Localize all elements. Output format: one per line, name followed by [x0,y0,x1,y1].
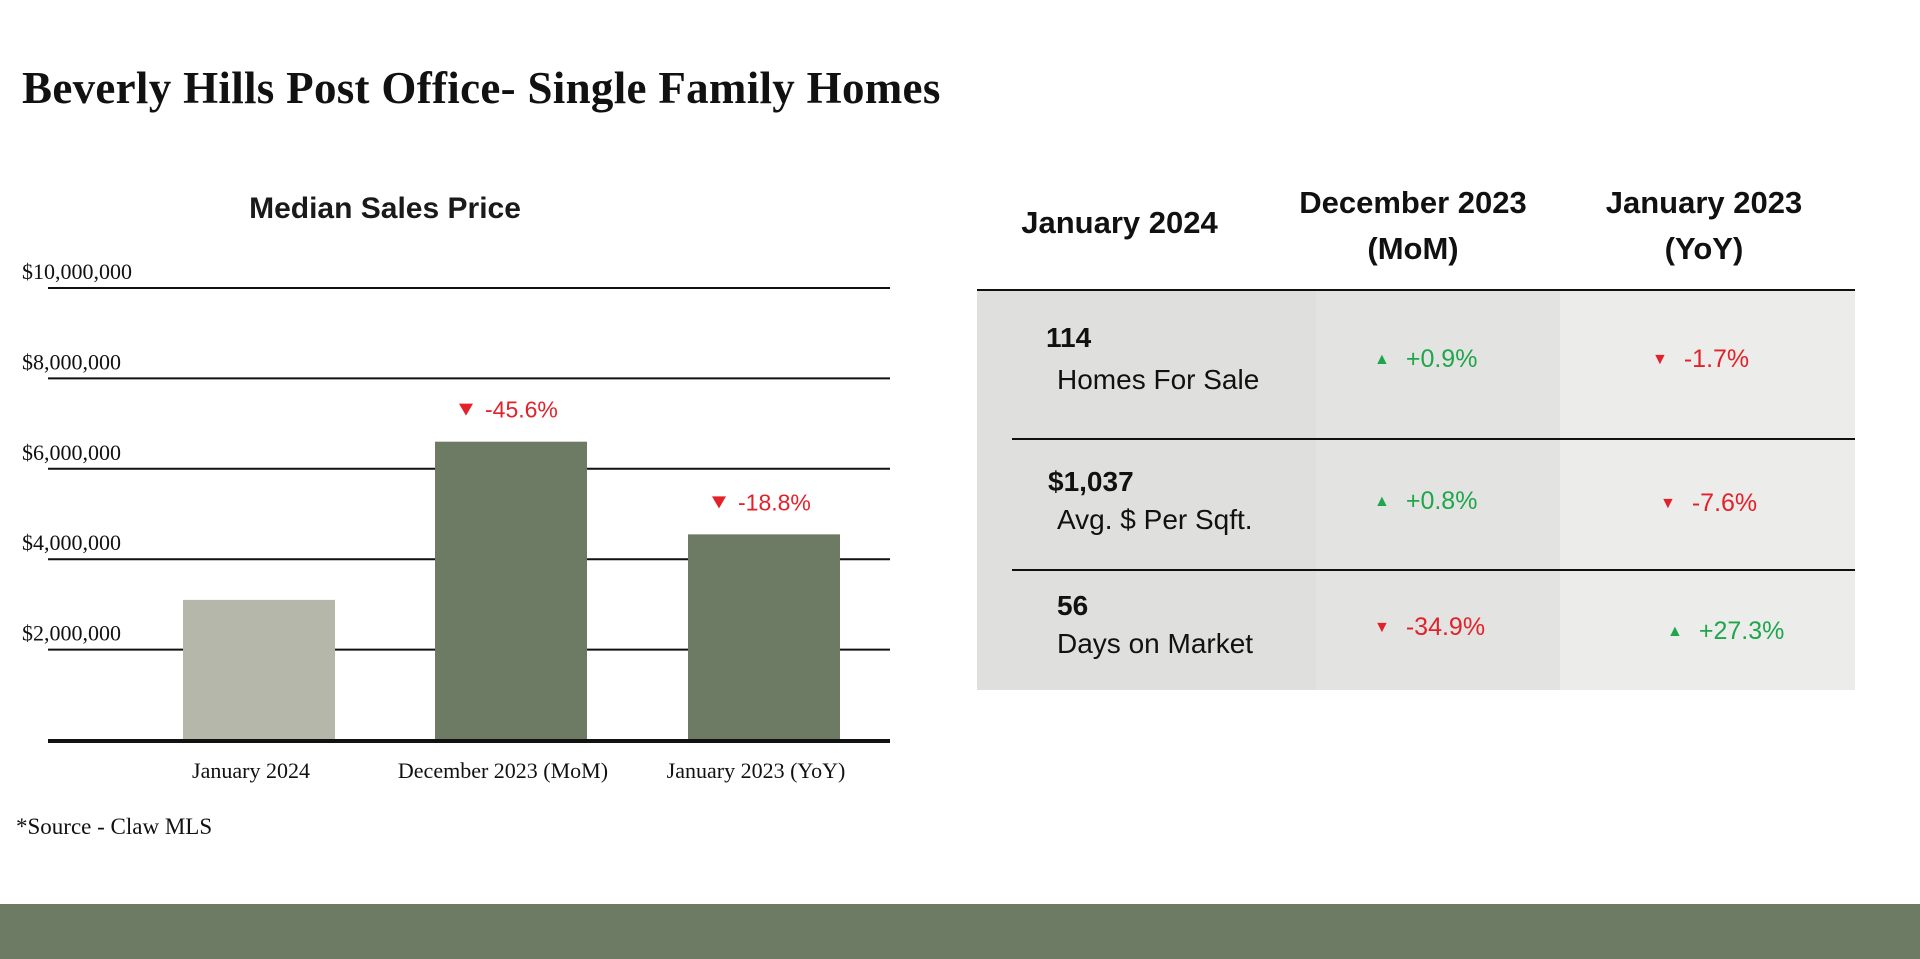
metric-value-days-on-market: 56 [1057,590,1089,621]
mom-change-avg-per-sqft: ▲ +0.8% [1374,487,1478,515]
y-tick-label: $4,000,000 [22,530,121,555]
data-label: -18.8% [738,489,811,515]
arrow-down-icon: ▼ [1660,495,1676,512]
bar [183,599,335,740]
row-divider [1012,438,1855,440]
footer-bar [0,904,1920,959]
metric-value-avg-per-sqft: $1,037 [1048,466,1134,497]
arrow-up-icon: ▲ [1374,351,1390,368]
page-title: Beverly Hills Post Office- Single Family… [22,63,941,113]
y-tick-label: $10,000,000 [22,259,132,284]
median-sales-price-chart: $10,000,000 $8,000,000 $6,000,000 $4,000,00… [22,259,890,783]
arrow-up-icon: ▲ [1667,623,1683,640]
header-yoy: January 2023 (YoY) [1605,185,1803,266]
bar [435,441,587,740]
y-tick-label: $8,000,000 [22,349,121,374]
data-label: -45.6% [485,397,558,423]
header-divider [977,289,1855,291]
yoy-change-homes-for-sale: ▼ -1.7% [1652,345,1750,373]
header-mom: December 2023 (MoM) [1299,185,1527,266]
yoy-change-avg-per-sqft: ▼ -7.6% [1660,489,1758,517]
metric-label-homes-for-sale: Homes For Sale [1057,364,1260,395]
header-current: January 2024 [1021,205,1218,240]
mom-column-bg [1316,289,1560,690]
row-divider [1012,569,1855,571]
bar [688,534,840,740]
chart-title: Median Sales Price [249,192,521,225]
y-tick-label: $6,000,000 [22,440,121,465]
metric-label-avg-per-sqft: Avg. $ Per Sqft. [1057,504,1253,535]
mom-change-days-on-market: ▼ -34.9% [1374,613,1486,641]
metric-label-days-on-market: Days on Market [1057,628,1254,659]
arrow-down-icon [712,496,726,509]
x-tick-label: January 2023 (YoY) [667,758,846,783]
yoy-column-bg [1560,289,1855,690]
source-note: *Source - Claw MLS [16,814,213,839]
mom-change-homes-for-sale: ▲ +0.9% [1374,345,1478,373]
arrow-down-icon: ▼ [1652,351,1668,368]
x-tick-label: December 2023 (MoM) [398,758,608,783]
yoy-change-days-on-market: ▲ +27.3% [1667,617,1785,645]
current-column-bg [977,289,1316,690]
arrow-up-icon: ▲ [1374,493,1390,510]
arrow-down-icon [459,403,473,416]
y-tick-label: $2,000,000 [22,621,121,646]
metric-value-homes-for-sale: 114 [1046,322,1092,353]
x-tick-label: January 2024 [192,758,310,783]
arrow-down-icon: ▼ [1374,619,1390,636]
